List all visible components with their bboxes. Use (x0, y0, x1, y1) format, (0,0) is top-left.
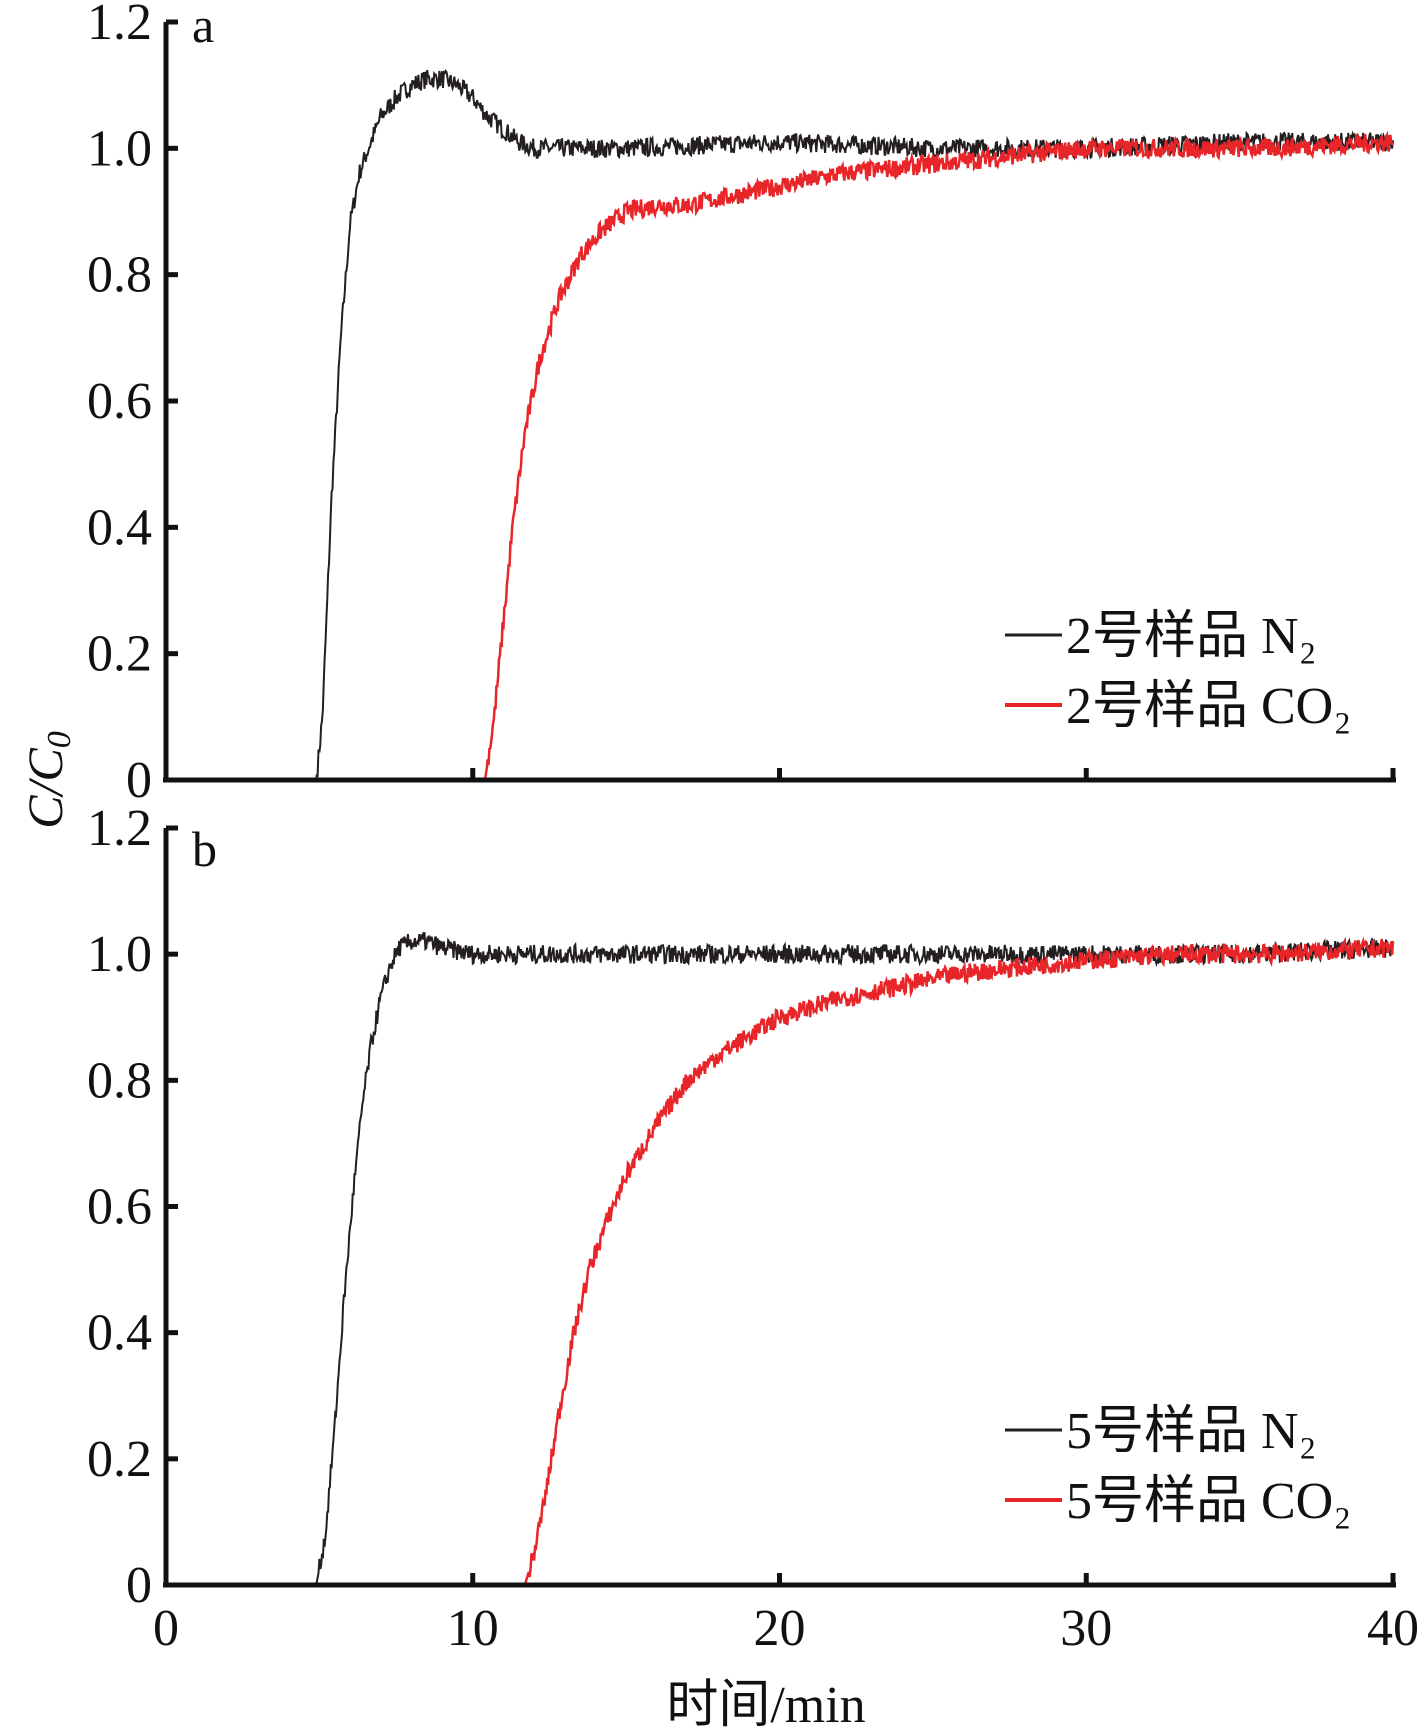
y-tick-label: 1.0 (87, 926, 152, 983)
y-tick-label: 0.4 (87, 499, 152, 556)
legend-label: 2号样品 CO₂ (1066, 678, 1351, 735)
panel-label: a (192, 0, 214, 53)
panel-label: b (192, 821, 217, 877)
x-tick-label: 20 (754, 1600, 806, 1657)
y-tick-label: 1.2 (87, 800, 152, 857)
y-tick-label: 0.6 (87, 373, 152, 430)
x-tick-label: 40 (1367, 1600, 1417, 1657)
series-line-b-n2 (166, 931, 1394, 1586)
x-tick-label: 0 (153, 1600, 179, 1657)
legend-label: 5号样品 CO₂ (1066, 1473, 1351, 1530)
y-axis-label: C/C0 (17, 731, 78, 829)
legend-label: 5号样品 N₂ (1066, 1403, 1317, 1460)
panel-a: 0 0.2 0.4 0.6 0.8 1.0 1.2 a 2号样品 N₂ 2号样品 CO₂ (87, 0, 1396, 809)
y-tick-label: 0.2 (87, 626, 152, 683)
y-tick-label: 1.0 (87, 120, 152, 177)
series-line-a-n2 (166, 69, 1394, 781)
y-tick-label: 0.8 (87, 1052, 152, 1109)
y-tick-label: 0.8 (87, 247, 152, 304)
legend-label: 2号样品 N₂ (1066, 608, 1317, 665)
y-tick-label: 1.2 (87, 0, 152, 51)
y-tick-label: 0.4 (87, 1305, 152, 1362)
y-tick-label: 0 (126, 1557, 152, 1614)
y-tick-label: 0.2 (87, 1431, 152, 1488)
x-tick-label: 30 (1060, 1600, 1112, 1657)
y-tick-label: 0.6 (87, 1179, 152, 1236)
y-tick-label: 0 (126, 752, 152, 809)
x-axis-label: 时间/min (666, 1677, 865, 1734)
panel-b: 0 0.2 0.4 0.6 0.8 1.0 1.2 0 10 20 30 40 b 5号样品 N₂ 5号样品… (87, 800, 1417, 1657)
x-tick-label: 10 (447, 1600, 499, 1657)
